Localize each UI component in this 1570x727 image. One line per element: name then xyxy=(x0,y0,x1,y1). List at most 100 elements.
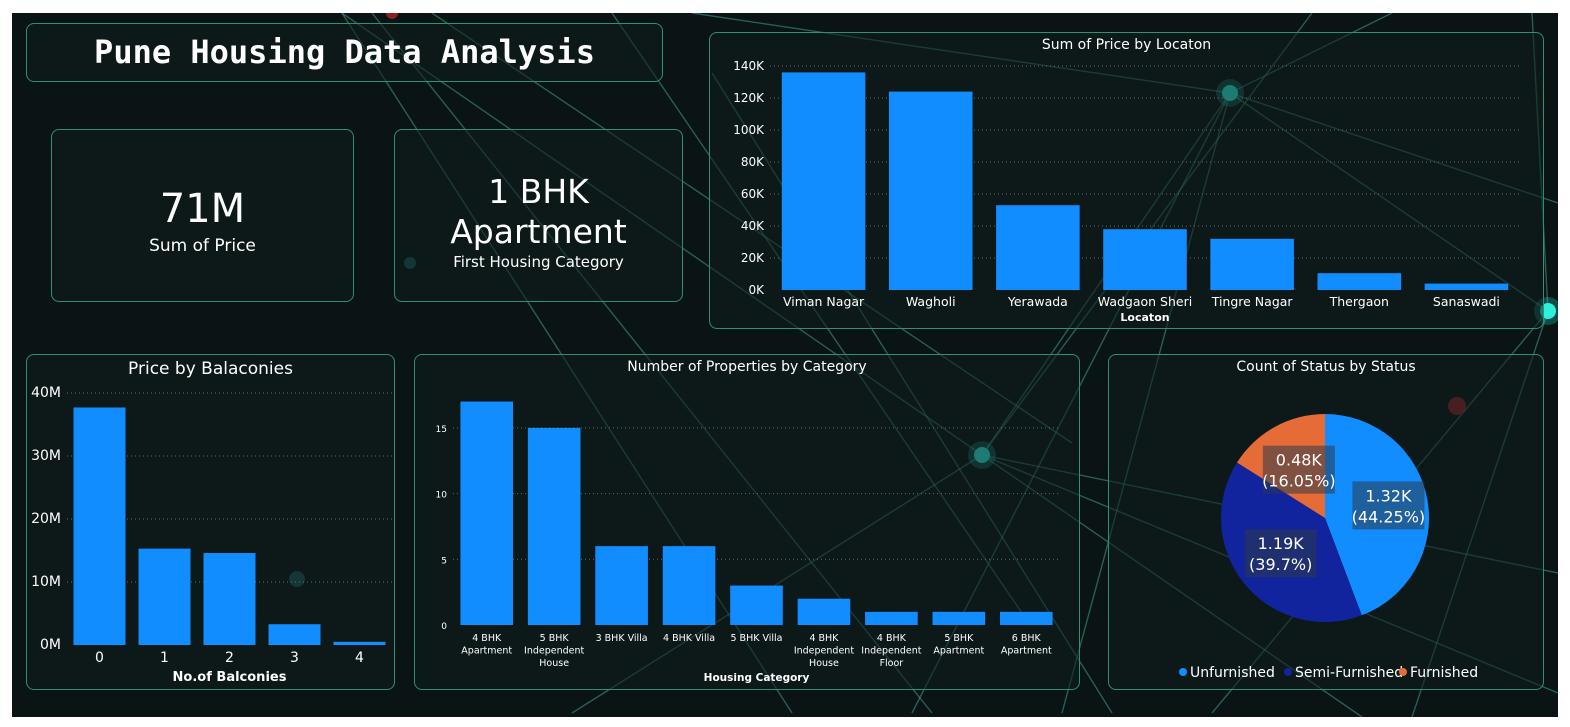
x-tick-label: Independent xyxy=(861,646,921,657)
x-tick-label: 2 xyxy=(225,650,234,666)
pie-data-label: 1.32K xyxy=(1365,486,1412,505)
kpi-first-category-line2: Apartment xyxy=(450,212,627,251)
chart-panel-count-of-status[interactable]: Count of Status by Status 1.32K (44.25%) 1… xyxy=(1108,354,1544,690)
x-tick-label: Floor xyxy=(880,658,904,669)
x-tick-label: 4 BHK Villa xyxy=(663,633,715,644)
x-tick-label: Wagholi xyxy=(906,294,956,309)
network-node xyxy=(1540,303,1556,319)
y-tick-label: 15 xyxy=(436,425,447,435)
bar xyxy=(888,91,973,290)
x-tick-label: 3 BHK Villa xyxy=(596,633,648,644)
y-tick-label: 30M xyxy=(31,448,61,464)
x-tick-label: Tingre Nagar xyxy=(1211,294,1294,309)
chart-title-balconies: Price by Balaconies xyxy=(128,359,293,379)
x-tick-label: 4 BHK xyxy=(877,633,907,644)
chart-title-category: Number of Properties by Category xyxy=(627,359,867,375)
x-tick-label: 5 BHK xyxy=(540,633,570,644)
x-tick-label: Apartment xyxy=(933,646,984,657)
x-tick-label: Viman Nagar xyxy=(783,294,865,309)
x-tick-label: Independent xyxy=(794,646,854,657)
y-tick-label: 40K xyxy=(741,219,765,233)
x-tick-label: 4 BHK xyxy=(809,633,839,644)
y-tick-label: 40M xyxy=(31,385,61,401)
y-tick-label: 140K xyxy=(733,59,765,73)
x-tick-label: 5 BHK Villa xyxy=(730,633,782,644)
pie-data-label: (39.7%) xyxy=(1249,555,1312,574)
bar xyxy=(138,548,191,645)
bar xyxy=(1317,273,1402,290)
chart-title-location: Sum of Price by Locaton xyxy=(1041,37,1212,53)
x-tick-label: 0 xyxy=(95,650,104,666)
legend-marker xyxy=(1179,668,1187,676)
x-tick-label: Independent xyxy=(524,646,584,657)
x-tick-label: Thergaon xyxy=(1329,294,1389,309)
kpi-card-sum-of-price[interactable]: 71M Sum of Price xyxy=(51,129,354,302)
bar xyxy=(203,553,256,645)
chart-title-status: Count of Status by Status xyxy=(1236,359,1416,375)
y-tick-label: 0 xyxy=(441,622,447,632)
x-tick-label: 5 BHK xyxy=(944,633,974,644)
chart-panel-properties-by-category[interactable]: Number of Properties by Category 0 5 10 15 4… xyxy=(414,354,1080,690)
bar xyxy=(996,205,1080,290)
bar xyxy=(865,611,918,625)
x-tick-label: Yerawada xyxy=(1007,294,1068,309)
bar xyxy=(460,401,514,625)
bar xyxy=(932,611,986,625)
pie-data-label: (44.25%) xyxy=(1352,507,1426,526)
x-axis-title: Locaton xyxy=(1120,311,1169,324)
x-tick-label: 4 xyxy=(355,650,364,666)
kpi-first-category-line1: 1 BHK xyxy=(488,172,589,211)
y-tick-label: 100K xyxy=(733,123,765,137)
chart-panel-price-by-location[interactable]: Sum of Price by Locaton 0K 20K 40K 60K 80K 10… xyxy=(709,32,1544,329)
bar xyxy=(595,546,648,625)
legend-label: Unfurnished xyxy=(1190,665,1275,681)
bar xyxy=(1103,229,1187,290)
bar xyxy=(730,585,783,625)
y-tick-label: 20K xyxy=(741,251,765,265)
bar xyxy=(268,624,321,645)
x-tick-label: Apartment xyxy=(461,646,512,657)
bar xyxy=(527,427,581,625)
y-tick-label: 80K xyxy=(741,155,765,169)
kpi-sum-of-price-value: 71M xyxy=(159,186,246,232)
legend-label: Furnished xyxy=(1410,665,1478,681)
pie-data-label: 0.48K xyxy=(1276,451,1323,470)
kpi-card-first-housing-category[interactable]: 1 BHK Apartment First Housing Category xyxy=(394,129,683,302)
bar xyxy=(1210,238,1294,290)
x-tick-label: Apartment xyxy=(1001,646,1052,657)
bar xyxy=(999,611,1053,625)
chart-panel-price-by-balconies[interactable]: Price by Balaconies 0M 10M 20M 30M 40M 0 1 2 3 4 N… xyxy=(26,354,395,690)
x-tick-label: Wadgaon Sheri xyxy=(1098,294,1192,309)
data-label-background xyxy=(1262,445,1335,494)
bar xyxy=(781,72,866,291)
bar xyxy=(662,546,716,625)
y-tick-label: 0K xyxy=(748,283,765,297)
y-tick-label: 10 xyxy=(436,491,448,501)
data-label-background xyxy=(1352,481,1425,530)
pie-data-label: (16.05%) xyxy=(1262,472,1336,491)
y-tick-label: 60K xyxy=(741,187,765,201)
dashboard-canvas: Pune Housing Data Analysis 71M Sum of Pr… xyxy=(12,13,1558,717)
x-tick-label: 1 xyxy=(160,650,169,666)
x-tick-label: Sanaswadi xyxy=(1433,294,1500,309)
chart-price-by-location: 0K 20K 40K 60K 80K 100K 120K 140K Viman Nagar Wag… xyxy=(733,59,1520,324)
legend-marker xyxy=(1399,668,1407,676)
x-tick-label: 3 xyxy=(290,650,299,666)
x-axis-title: Housing Category xyxy=(704,672,810,684)
x-tick-label: 4 BHK xyxy=(472,633,502,644)
data-label-background xyxy=(1244,529,1317,578)
pie-data-label: 1.19K xyxy=(1258,534,1305,553)
y-tick-label: 10M xyxy=(31,574,61,590)
y-tick-label: 20M xyxy=(31,511,61,527)
x-tick-label: House xyxy=(539,658,569,669)
background-glow-dot xyxy=(386,13,398,19)
y-tick-label: 0M xyxy=(40,637,61,653)
dashboard-title-box: Pune Housing Data Analysis xyxy=(26,23,663,82)
kpi-first-category-label: First Housing Category xyxy=(453,253,624,271)
y-tick-label: 5 xyxy=(441,556,447,566)
bar xyxy=(73,407,126,645)
x-tick-label: House xyxy=(809,658,839,669)
bar xyxy=(797,598,851,625)
bar xyxy=(1424,283,1509,290)
